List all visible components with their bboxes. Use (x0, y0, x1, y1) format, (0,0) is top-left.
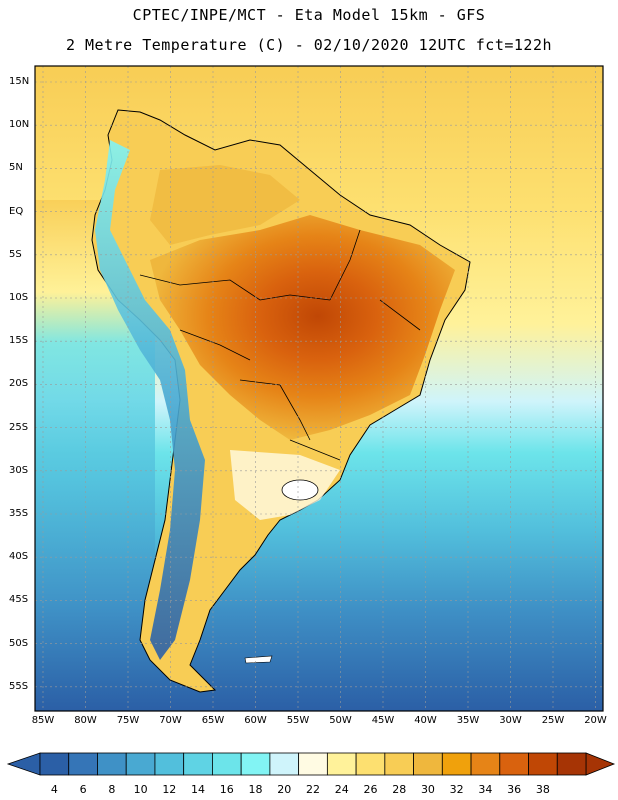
lat-label: 40S (9, 551, 29, 563)
lon-label: 60W (244, 715, 267, 726)
colorbar-swatch (183, 752, 213, 776)
colorbar-label: 18 (248, 783, 263, 796)
lon-label: 70W (159, 715, 182, 726)
colorbar-label: 8 (108, 783, 116, 796)
colorbar-label: 16 (219, 783, 234, 796)
andes-range (95, 140, 205, 660)
lat-label: 15N (9, 76, 30, 87)
lat-label: 45S (9, 594, 29, 606)
lat-label: 50S (9, 637, 29, 649)
colorbar-label: 4 (50, 783, 58, 796)
lon-label: 45W (371, 715, 395, 726)
colorbar-swatch (97, 752, 127, 776)
lat-label: 10N (9, 119, 30, 131)
colorbar-label: 24 (334, 783, 349, 796)
colorbar-swatch (39, 752, 70, 776)
colorbar-left-arrow (6, 752, 41, 776)
lon-label: 35W (456, 715, 480, 726)
colorbar-label: 28 (392, 783, 407, 796)
colorbar-swatch (413, 752, 443, 776)
colorbar (6, 752, 616, 776)
lon-label: 30W (499, 715, 522, 726)
map-subtitle: 2 Metre Temperature (C) - 02/10/2020 12U… (65, 36, 553, 54)
colorbar-swatch (441, 752, 472, 776)
lon-label: 25W (541, 715, 565, 726)
colorbar-label: 30 (420, 783, 435, 796)
colorbar-label: 32 (449, 783, 464, 796)
lat-label: 55S (9, 680, 29, 692)
lon-label: 65W (201, 715, 225, 726)
colorbar-label: 38 (535, 783, 550, 796)
colorbar-label: 22 (306, 783, 320, 796)
colorbar-swatch (556, 752, 587, 776)
colorbar-label: 10 (133, 783, 148, 796)
lake-icon (281, 479, 319, 501)
country-borders (139, 229, 421, 461)
hot-interior (150, 215, 455, 440)
lat-label: 5S (9, 248, 22, 260)
lat-label: 35S (9, 508, 29, 519)
lon-label: 40W (414, 715, 437, 726)
lat-label: 5N (9, 162, 23, 174)
lat-label: EQ (9, 205, 24, 217)
lon-label: 20W (584, 715, 607, 726)
colorbar-swatch (384, 752, 414, 776)
lat-label: 15S (9, 335, 29, 347)
lat-label: 10S (9, 292, 29, 303)
colorbar-swatch (528, 752, 558, 776)
lon-label: 75W (116, 715, 140, 726)
falklands (244, 655, 273, 664)
colorbar-swatch (499, 752, 529, 776)
colorbar-right-arrow (585, 752, 616, 776)
colorbar-swatch (154, 752, 185, 776)
colorbar-swatch (298, 752, 328, 776)
colorbar-label: 20 (277, 783, 292, 796)
colorbar-label: 12 (162, 783, 177, 796)
colorbar-label: 14 (191, 783, 206, 796)
colorbar-swatch (240, 752, 271, 776)
colorbar-label: 26 (363, 783, 378, 796)
colorbar-label: 36 (507, 783, 522, 796)
colorbar-swatch (125, 752, 156, 776)
lat-label: 20S (9, 378, 29, 390)
colorbar-swatch (212, 752, 242, 776)
colorbar-swatch (68, 752, 98, 776)
colorbar-swatch (355, 752, 386, 776)
lon-label: 80W (74, 715, 97, 726)
colorbar-swatch (269, 752, 300, 776)
lon-label: 85W (31, 715, 55, 726)
lat-label: 25S (9, 421, 29, 433)
colorbar-label: 34 (478, 783, 493, 796)
colorbar-swatch (470, 752, 501, 776)
map-title: CPTEC/INPE/MCT - Eta Model 15km - GFS (132, 6, 486, 24)
lon-label: 50W (329, 715, 352, 726)
lon-label: 55W (286, 715, 310, 726)
lat-label: 30S (9, 464, 29, 476)
amazon-region (150, 165, 300, 245)
colorbar-swatch (326, 752, 357, 776)
plot-frame (34, 65, 604, 712)
colorbar-label: 6 (79, 783, 87, 796)
